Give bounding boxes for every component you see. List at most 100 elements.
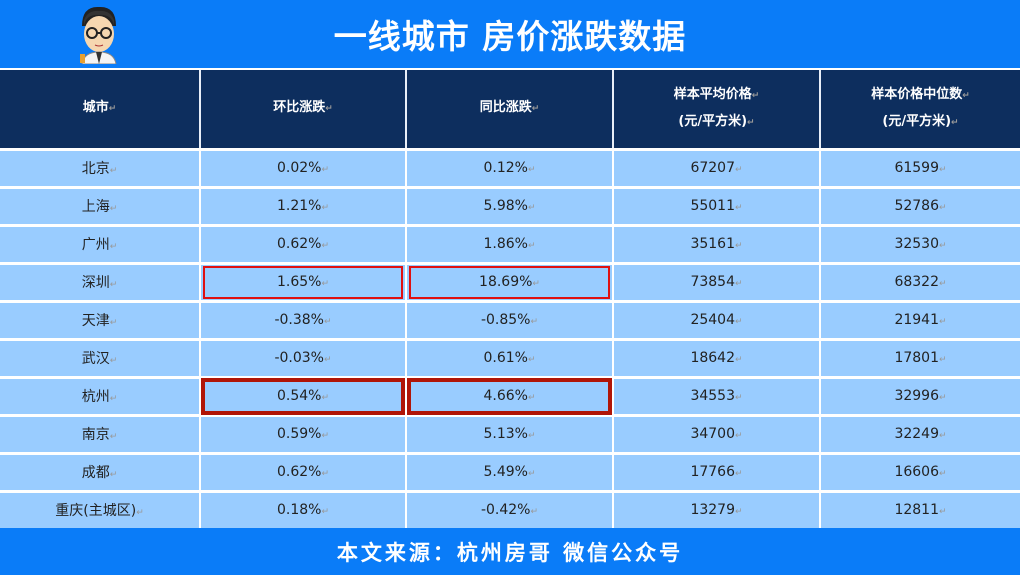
cell-median-price: 32530 <box>819 223 1020 264</box>
cell-yoy-change: 0.12% <box>405 147 614 188</box>
header-label: 同比涨跌 <box>480 100 540 115</box>
header-yoy-change: 同比涨跌 <box>405 70 613 149</box>
cell-avg-price: 67207 <box>612 147 821 188</box>
header-label: 样本平均价格 <box>674 87 760 102</box>
cell-value: -0.85% <box>481 312 538 328</box>
cell-yoy-change: 1.86% <box>405 223 614 264</box>
cell-median-price: 32996 <box>819 375 1020 416</box>
housing-price-table: 城市 环比涨跌 同比涨跌 样本平均价格 (元/平方米) 样本价格中位数 (元/平方米) 北京… <box>0 70 1020 530</box>
header-row: 城市 环比涨跌 同比涨跌 样本平均价格 (元/平方米) 样本价格中位数 (元/平方米) <box>0 70 1020 149</box>
cell-city: 重庆(主城区) <box>0 489 201 530</box>
cell-mom-change: -0.03% <box>199 337 407 378</box>
cell-mom-change: 1.65% <box>199 261 407 302</box>
cell-city: 上海 <box>0 185 201 226</box>
cell-value: -0.38% <box>274 312 331 328</box>
cell-mom-change: 0.62% <box>199 451 407 492</box>
cell-value: 25404 <box>690 312 742 328</box>
cell-avg-price: 34553 <box>612 375 821 416</box>
table-row: 北京 0.02% 0.12% 67207 61599 <box>0 147 1020 188</box>
cell-avg-price: 13279 <box>612 489 821 530</box>
cell-yoy-change: -0.85% <box>405 299 614 340</box>
cell-value: 68322 <box>894 274 946 290</box>
cell-city: 南京 <box>0 413 201 454</box>
cell-value: 0.62% <box>277 464 329 480</box>
cell-value: 32996 <box>894 388 946 404</box>
header-label: (元/平方米) <box>678 114 754 129</box>
page-title: 一线城市 房价涨跌数据 <box>333 17 687 56</box>
cell-city: 广州 <box>0 223 201 264</box>
cell-mom-change: -0.38% <box>199 299 407 340</box>
cell-city: 深圳 <box>0 261 201 302</box>
cell-mom-change: 0.02% <box>199 147 407 188</box>
cell-avg-price: 25404 <box>612 299 821 340</box>
table-row: 上海 1.21% 5.98% 55011 52786 <box>0 185 1020 226</box>
cell-yoy-change: -0.42% <box>405 489 614 530</box>
cell-avg-price: 35161 <box>612 223 821 264</box>
cell-value: 0.62% <box>277 236 329 252</box>
cell-mom-change: 0.54% <box>199 375 407 416</box>
cell-avg-price: 34700 <box>612 413 821 454</box>
table-row: 深圳 1.65% 18.69% 73854 68322 <box>0 261 1020 302</box>
highlight-box <box>407 377 612 415</box>
cell-value: -0.42% <box>481 502 538 518</box>
table-row: 天津 -0.38% -0.85% 25404 21941 <box>0 299 1020 340</box>
cell-value: 17766 <box>690 464 742 480</box>
cell-value: 杭州 <box>82 389 118 405</box>
cell-value: 61599 <box>894 160 946 176</box>
cell-value: 52786 <box>894 198 946 214</box>
table-row: 南京 0.59% 5.13% 34700 32249 <box>0 413 1020 454</box>
cell-value: 21941 <box>894 312 946 328</box>
table-row: 成都 0.62% 5.49% 17766 16606 <box>0 451 1020 492</box>
table-row: 广州 0.62% 1.86% 35161 32530 <box>0 223 1020 264</box>
cell-value: 32530 <box>894 236 946 252</box>
cell-value: 上海 <box>82 199 118 215</box>
table-row: 武汉 -0.03% 0.61% 18642 17801 <box>0 337 1020 378</box>
cell-mom-change: 0.59% <box>199 413 407 454</box>
cell-median-price: 68322 <box>819 261 1020 302</box>
highlight-box <box>203 265 403 299</box>
cell-value: 17801 <box>894 350 946 366</box>
cell-city: 武汉 <box>0 337 201 378</box>
cell-value: -0.03% <box>274 350 331 366</box>
cell-avg-price: 17766 <box>612 451 821 492</box>
header-mom-change: 环比涨跌 <box>199 70 406 149</box>
cell-value: 0.59% <box>277 426 329 442</box>
cell-value: 0.02% <box>277 160 329 176</box>
cell-yoy-change: 5.13% <box>405 413 614 454</box>
cell-value: 5.98% <box>483 198 535 214</box>
cell-value: 0.12% <box>483 160 535 176</box>
cell-value: 16606 <box>894 464 946 480</box>
table-row: 杭州 0.54% 4.66% 34553 32996 <box>0 375 1020 416</box>
cell-yoy-change: 18.69% <box>405 261 614 302</box>
cell-value: 73854 <box>690 274 742 290</box>
cell-value: 成都 <box>82 465 118 481</box>
cell-value: 67207 <box>690 160 742 176</box>
cell-avg-price: 73854 <box>612 261 821 302</box>
header-label: 环比涨跌 <box>273 100 333 115</box>
source-footer: 本文来源：杭州房哥 微信公众号 <box>0 528 1020 575</box>
cell-value: 1.86% <box>483 236 535 252</box>
cell-median-price: 16606 <box>819 451 1020 492</box>
cell-city: 天津 <box>0 299 201 340</box>
cell-value: 35161 <box>690 236 742 252</box>
cell-value: 北京 <box>82 161 118 177</box>
header-avg-price: 样本平均价格 (元/平方米) <box>612 70 820 149</box>
cell-median-price: 21941 <box>819 299 1020 340</box>
avatar-icon <box>80 6 117 64</box>
cell-yoy-change: 4.66% <box>405 375 614 416</box>
highlight-box <box>409 265 610 299</box>
cell-median-price: 32249 <box>819 413 1020 454</box>
cell-value: 1.65% <box>277 274 329 290</box>
cell-value: 5.13% <box>483 426 535 442</box>
cell-yoy-change: 5.49% <box>405 451 614 492</box>
cell-yoy-change: 5.98% <box>405 185 614 226</box>
cell-value: 0.61% <box>483 350 535 366</box>
header-median-price: 样本价格中位数 (元/平方米) <box>819 70 1020 149</box>
highlight-box <box>201 377 405 415</box>
cell-value: 广州 <box>82 237 118 253</box>
header-label: 样本价格中位数 <box>871 87 970 102</box>
cell-value: 南京 <box>82 427 118 443</box>
cell-mom-change: 0.18% <box>199 489 407 530</box>
header-label: (元/平方米) <box>882 114 958 129</box>
cell-value: 12811 <box>894 502 946 518</box>
